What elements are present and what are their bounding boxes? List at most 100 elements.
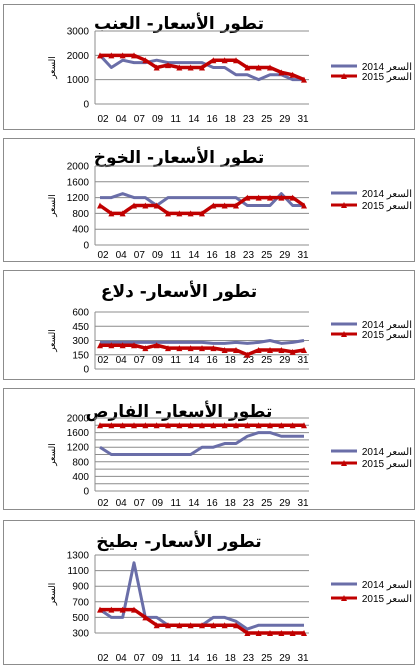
y-axis-label: السعر xyxy=(47,443,58,467)
data-point-2015 xyxy=(176,622,183,629)
data-point-2015 xyxy=(233,57,239,64)
data-point-2015 xyxy=(108,52,115,59)
x-tick-label: 25 xyxy=(261,355,273,366)
data-point-2015 xyxy=(233,202,239,209)
x-tick-label: 18 xyxy=(225,498,237,509)
data-point-2015 xyxy=(199,422,205,429)
data-point-2015 xyxy=(153,342,160,349)
chart-svg-peach: تطور الأسعار- الخوخ 0 400 800 1200 1600 2000 ال… xyxy=(47,147,412,261)
data-point-2015 xyxy=(131,202,137,209)
series-line-2014 xyxy=(98,54,304,82)
chart-title: تطور الأسعار- الفارص xyxy=(86,401,273,422)
series-line-2014 xyxy=(100,192,304,207)
data-point-2015 xyxy=(244,64,251,71)
data-point-2015 xyxy=(301,347,307,353)
data-point-2015 xyxy=(289,194,296,201)
data-point-2015 xyxy=(255,630,262,636)
x-tick-label: 14 xyxy=(188,498,200,509)
data-point-2015 xyxy=(187,345,194,352)
legend-label: السعر 2015 xyxy=(362,594,412,605)
x-tick-label: 09 xyxy=(152,114,164,125)
y-tick-label: 2000 xyxy=(67,51,90,62)
data-point-2015 xyxy=(131,422,137,429)
x-tick-label: 07 xyxy=(134,250,146,261)
series-line-2014 xyxy=(100,339,305,345)
data-point-2015 xyxy=(176,345,183,352)
y-tick-label: 450 xyxy=(72,322,89,333)
legend-label: السعر 2014 xyxy=(362,447,412,458)
x-tick-label: 04 xyxy=(116,355,128,366)
y-tick-label: 300 xyxy=(72,629,89,640)
data-point-2015 xyxy=(108,342,115,349)
chart-title: تطور الأسعار- الخوخ xyxy=(94,147,265,168)
x-tick-label: 18 xyxy=(225,114,237,125)
x-tick-label: 09 xyxy=(152,250,164,261)
data-point-2015 xyxy=(187,64,194,71)
data-point-2015 xyxy=(221,422,228,429)
x-tick-label: 14 xyxy=(188,250,200,261)
chart-title: تطور الأسعار- دلاع xyxy=(101,281,257,302)
chart-panel-cantaloupe: تطور الأسعار- الفارص 0 400 800 1200 1600 2000 ا… xyxy=(3,388,415,510)
data-point-2015 xyxy=(255,64,262,71)
x-tick-label: 09 xyxy=(152,355,164,366)
data-point-2015 xyxy=(199,345,205,352)
chart-svg-watermelon: تطور الأسعار- دلاع 0 150 300 450 600 السعر 02 04… xyxy=(47,281,412,376)
data-point-2015 xyxy=(142,614,149,621)
data-point-2015 xyxy=(278,69,285,76)
y-axis-label: السعر xyxy=(47,329,58,353)
data-point-2015 xyxy=(301,76,307,83)
data-point-2015 xyxy=(142,345,149,352)
x-tick-label: 16 xyxy=(207,653,219,664)
x-tick-label: 09 xyxy=(152,498,164,509)
data-point-2015 xyxy=(187,622,194,629)
x-tick-label: 18 xyxy=(225,355,237,366)
x-tick-label: 23 xyxy=(243,114,255,125)
y-tick-label: 0 xyxy=(83,241,89,252)
data-point-2015 xyxy=(131,606,137,613)
y-tick-label: 1100 xyxy=(67,566,89,577)
x-tick-label: 16 xyxy=(207,498,219,509)
x-tick-label: 31 xyxy=(297,250,309,261)
y-tick-label: 3000 xyxy=(67,27,90,38)
data-point-2015 xyxy=(165,422,171,429)
data-point-2015 xyxy=(210,57,217,64)
x-tick-label: 09 xyxy=(152,653,164,664)
series-line-2014 xyxy=(99,561,304,631)
x-tick-label: 16 xyxy=(207,250,219,261)
x-tick-label: 31 xyxy=(297,653,309,664)
data-point-2015 xyxy=(267,64,273,71)
data-point-2015 xyxy=(210,345,217,352)
data-point-2015 xyxy=(119,342,126,349)
legend-marker xyxy=(341,460,347,466)
y-tick-label: 1600 xyxy=(67,177,90,188)
data-point-2015 xyxy=(199,622,205,629)
data-point-2015 xyxy=(153,622,160,629)
series-line-2014 xyxy=(99,431,304,456)
data-point-2015 xyxy=(244,351,251,358)
legend-label: السعر 2015 xyxy=(362,459,412,470)
x-tick-label: 07 xyxy=(134,653,146,664)
data-point-2015 xyxy=(267,194,273,201)
chart-svg-melon: تطور الأسعار- بطيخ 300 500 700 900 1100 1300 ال… xyxy=(47,531,412,664)
y-axis-label: السعر xyxy=(47,194,58,218)
data-point-2015 xyxy=(255,347,262,353)
legend-label: السعر 2014 xyxy=(362,62,412,73)
data-point-2015 xyxy=(289,422,296,429)
y-tick-label: 0 xyxy=(83,365,89,376)
x-tick-label: 25 xyxy=(261,250,273,261)
data-point-2015 xyxy=(176,210,183,217)
x-tick-label: 02 xyxy=(97,498,109,509)
data-point-2015 xyxy=(165,345,171,352)
data-point-2015 xyxy=(221,57,228,64)
y-tick-label: 800 xyxy=(72,457,89,468)
x-tick-label: 29 xyxy=(279,355,291,366)
x-tick-label: 29 xyxy=(279,653,291,664)
data-point-2015 xyxy=(210,202,217,209)
x-tick-label: 11 xyxy=(171,498,182,509)
legend-label: السعر 2014 xyxy=(362,320,412,331)
chart-svg-grapes: تطور الأسعار- العنب 0 1000 2000 3000 السعر 02 0… xyxy=(47,13,412,125)
data-point-2015 xyxy=(131,342,137,349)
data-point-2015 xyxy=(210,622,217,629)
x-tick-label: 23 xyxy=(243,250,255,261)
x-tick-label: 14 xyxy=(188,114,200,125)
